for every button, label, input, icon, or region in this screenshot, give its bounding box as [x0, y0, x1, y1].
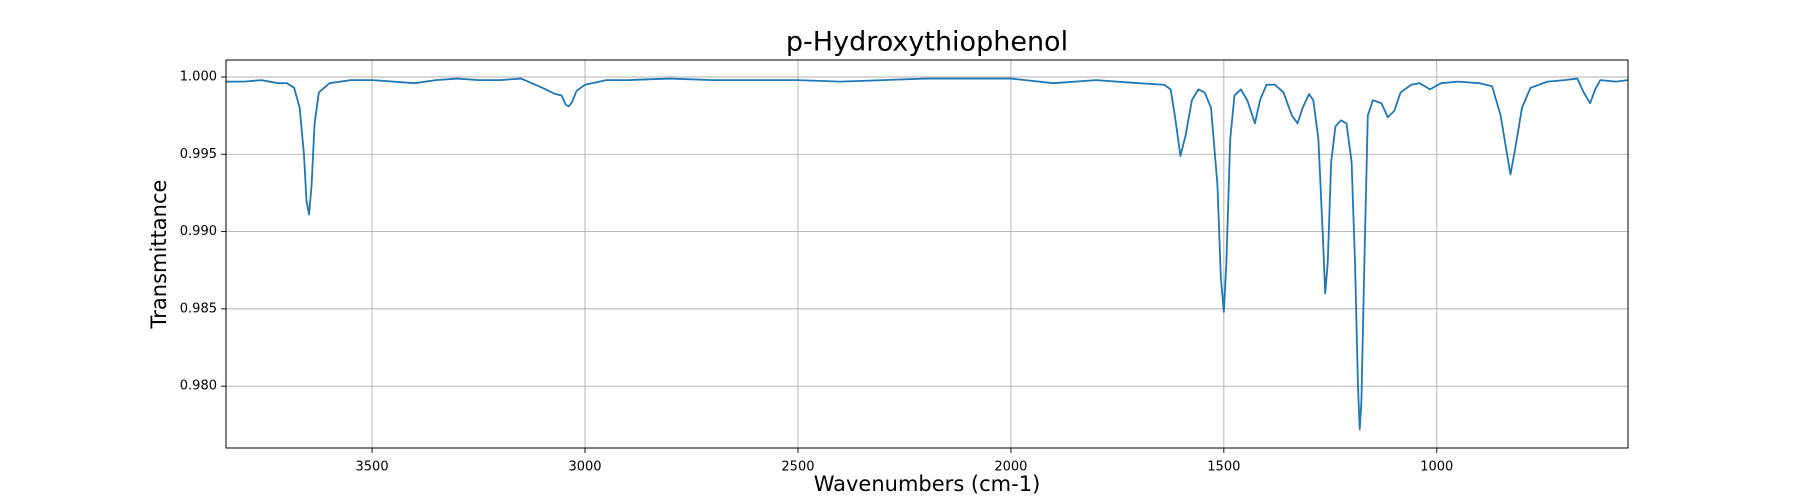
spectrum-line [226, 77, 1629, 431]
chart-title: p-Hydroxythiophenol [786, 27, 1068, 58]
x-tick-label: 2500 [781, 460, 814, 475]
x-tick-label: 3000 [568, 460, 601, 475]
x-tick-label: 1000 [1420, 460, 1453, 475]
plot-frame [225, 59, 1629, 449]
y-tick-label: 0.995 [180, 147, 217, 162]
x-tick-label: 1500 [1207, 460, 1240, 475]
y-tick-label: 0.980 [180, 379, 217, 394]
y-tick-label: 1.000 [180, 70, 217, 85]
x-axis-label: Wavenumbers (cm-1) [814, 472, 1041, 496]
y-tick-label: 0.990 [180, 224, 217, 239]
y-axis-label: Transmittance [147, 180, 171, 330]
x-tick-label: 2000 [994, 460, 1027, 475]
x-tick-label: 3500 [356, 460, 389, 475]
y-tick-label: 0.985 [180, 301, 217, 316]
